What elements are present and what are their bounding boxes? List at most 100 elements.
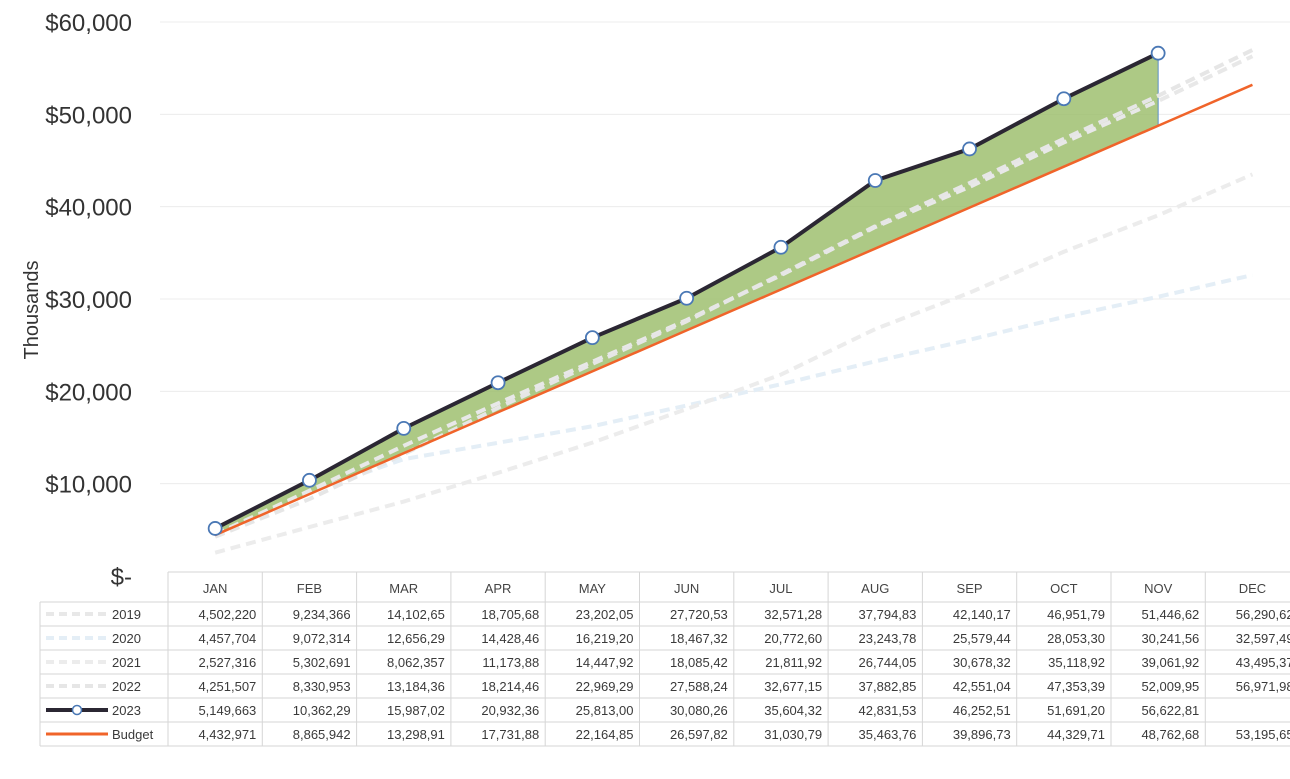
table-cell: 47,353,39: [1047, 679, 1105, 694]
table-cell: 14,428,46: [481, 631, 539, 646]
y-axis-label: Thousands: [21, 261, 43, 360]
table-cell: 28,053,30: [1047, 631, 1105, 646]
table-cell: 10,362,29: [293, 703, 351, 718]
x-tick-label: MAR: [389, 581, 418, 596]
table-cell: 18,705,68: [481, 607, 539, 622]
table-cell: 26,597,82: [670, 727, 728, 742]
series-point-2023: [1056, 91, 1072, 107]
table-cell: 37,882,85: [859, 679, 917, 694]
table-cell: 39,061,92: [1141, 655, 1199, 670]
y-tick-label: $20,000: [45, 379, 132, 406]
table-cell: 56,971,98: [1236, 679, 1290, 694]
table-cell: 23,243,78: [859, 631, 917, 646]
table-cell: 42,140,17: [953, 607, 1011, 622]
x-tick-label: FEB: [297, 581, 322, 596]
y-tick-label: $-: [111, 564, 132, 591]
y-tick-label: $40,000: [45, 195, 132, 222]
series-name: 2023: [112, 703, 141, 718]
series-line-2021: [214, 172, 1254, 555]
table-cell: 23,202,05: [576, 607, 634, 622]
table-cell: 32,571,28: [764, 607, 822, 622]
table-cell: 14,102,65: [387, 607, 445, 622]
table-cell: 35,604,32: [764, 703, 822, 718]
table-cell: 31,030,79: [764, 727, 822, 742]
table-cell: 30,241,56: [1141, 631, 1199, 646]
series-point-2023: [679, 290, 695, 306]
table-cell: 11,173,88: [482, 655, 539, 670]
table-cell: 35,118,92: [1048, 655, 1105, 670]
series-markers: [207, 45, 1166, 536]
table-cell: 25,579,44: [953, 631, 1011, 646]
table-cell: 5,149,663: [198, 703, 256, 718]
table-cell: 20,772,60: [764, 631, 822, 646]
table-cell: 14,447,92: [576, 655, 634, 670]
x-tick-label: JUL: [769, 581, 792, 596]
table-cell: 18,467,32: [670, 631, 728, 646]
table-cell: 25,813,00: [576, 703, 634, 718]
table-cell: 21,811,92: [765, 655, 822, 670]
series-point-2023: [962, 141, 977, 157]
series-line-2020: [214, 273, 1253, 537]
series-point-2023: [302, 472, 317, 488]
table-cell: 4,251,507: [198, 679, 256, 694]
x-tick-label: NOV: [1144, 581, 1173, 596]
table-cell: 51,691,20: [1047, 703, 1105, 718]
x-tick-label: DEC: [1239, 581, 1266, 596]
table-cell: 35,463,76: [859, 727, 917, 742]
table-cell: 37,794,83: [859, 607, 917, 622]
x-tick-label: JAN: [203, 581, 228, 596]
y-tick-label: $50,000: [45, 102, 132, 129]
table-cell: 48,762,68: [1141, 727, 1199, 742]
series-line-2019: [214, 54, 1254, 537]
table-cell: 13,184,36: [387, 679, 445, 694]
y-axis: $- $10,000 $20,000 $30,000 $40,000 $50,000 $60…: [45, 10, 132, 591]
y-tick-label: $10,000: [45, 472, 132, 499]
table-cell: 51,446,62: [1141, 607, 1199, 622]
table-cell: 9,234,366: [293, 607, 351, 622]
x-tick-label: OCT: [1050, 581, 1078, 596]
x-tick-label: APR: [485, 581, 512, 596]
table-cell: 16,219,20: [576, 631, 634, 646]
table-cell: 46,951,79: [1047, 607, 1105, 622]
table-cell: 52,009,95: [1141, 679, 1199, 694]
table-cell: 9,072,314: [293, 631, 351, 646]
table-cell: 4,502,220: [198, 607, 256, 622]
series-name: Budget: [112, 727, 154, 742]
table-cell: 17,731,88: [481, 727, 539, 742]
table-cell: 18,085,42: [670, 655, 728, 670]
y-tick-label: $30,000: [45, 287, 132, 314]
table-cell: 15,987,02: [387, 703, 445, 718]
series-point-2023: [207, 521, 223, 536]
table-cell: 12,656,29: [387, 631, 445, 646]
table-cell: 27,720,53: [670, 607, 728, 622]
x-tick-label: AUG: [861, 581, 889, 596]
table-cell: 32,677,15: [764, 679, 822, 694]
series-point-2023: [1150, 45, 1166, 61]
series-point-2023: [490, 375, 506, 391]
table-cell: 2,527,316: [198, 655, 256, 670]
table-cell: 20,932,36: [481, 703, 539, 718]
table-cell: 44,329,71: [1047, 727, 1105, 742]
table-cell: 5,302,691: [293, 655, 351, 670]
series-line-budget: [214, 83, 1253, 537]
table-cell: 42,551,04: [953, 679, 1011, 694]
series-point-2023: [396, 420, 412, 436]
x-tick-label: MAY: [579, 581, 607, 596]
table-cell: 8,865,942: [293, 727, 351, 742]
table-cell: 42,831,53: [859, 703, 917, 718]
series-name: 2019: [112, 607, 141, 622]
table-cell: 4,457,704: [198, 631, 256, 646]
data-table: JAN FEB MAR APR MAY JUN JUL AUG SEP OCT NOV DEC 2019…: [39, 571, 1290, 747]
series-point-2023: [773, 239, 789, 255]
table-cell: 8,062,357: [387, 655, 445, 670]
series-name: 2022: [112, 679, 141, 694]
table-cell: 30,678,32: [953, 655, 1011, 670]
x-tick-label: JUN: [674, 581, 699, 596]
series-point-2023: [867, 173, 883, 188]
table-cell: 56,622,81: [1141, 703, 1199, 718]
table-cell: 8,330,953: [293, 679, 351, 694]
series-name: 2021: [112, 655, 141, 670]
legend-marker: [71, 704, 83, 716]
